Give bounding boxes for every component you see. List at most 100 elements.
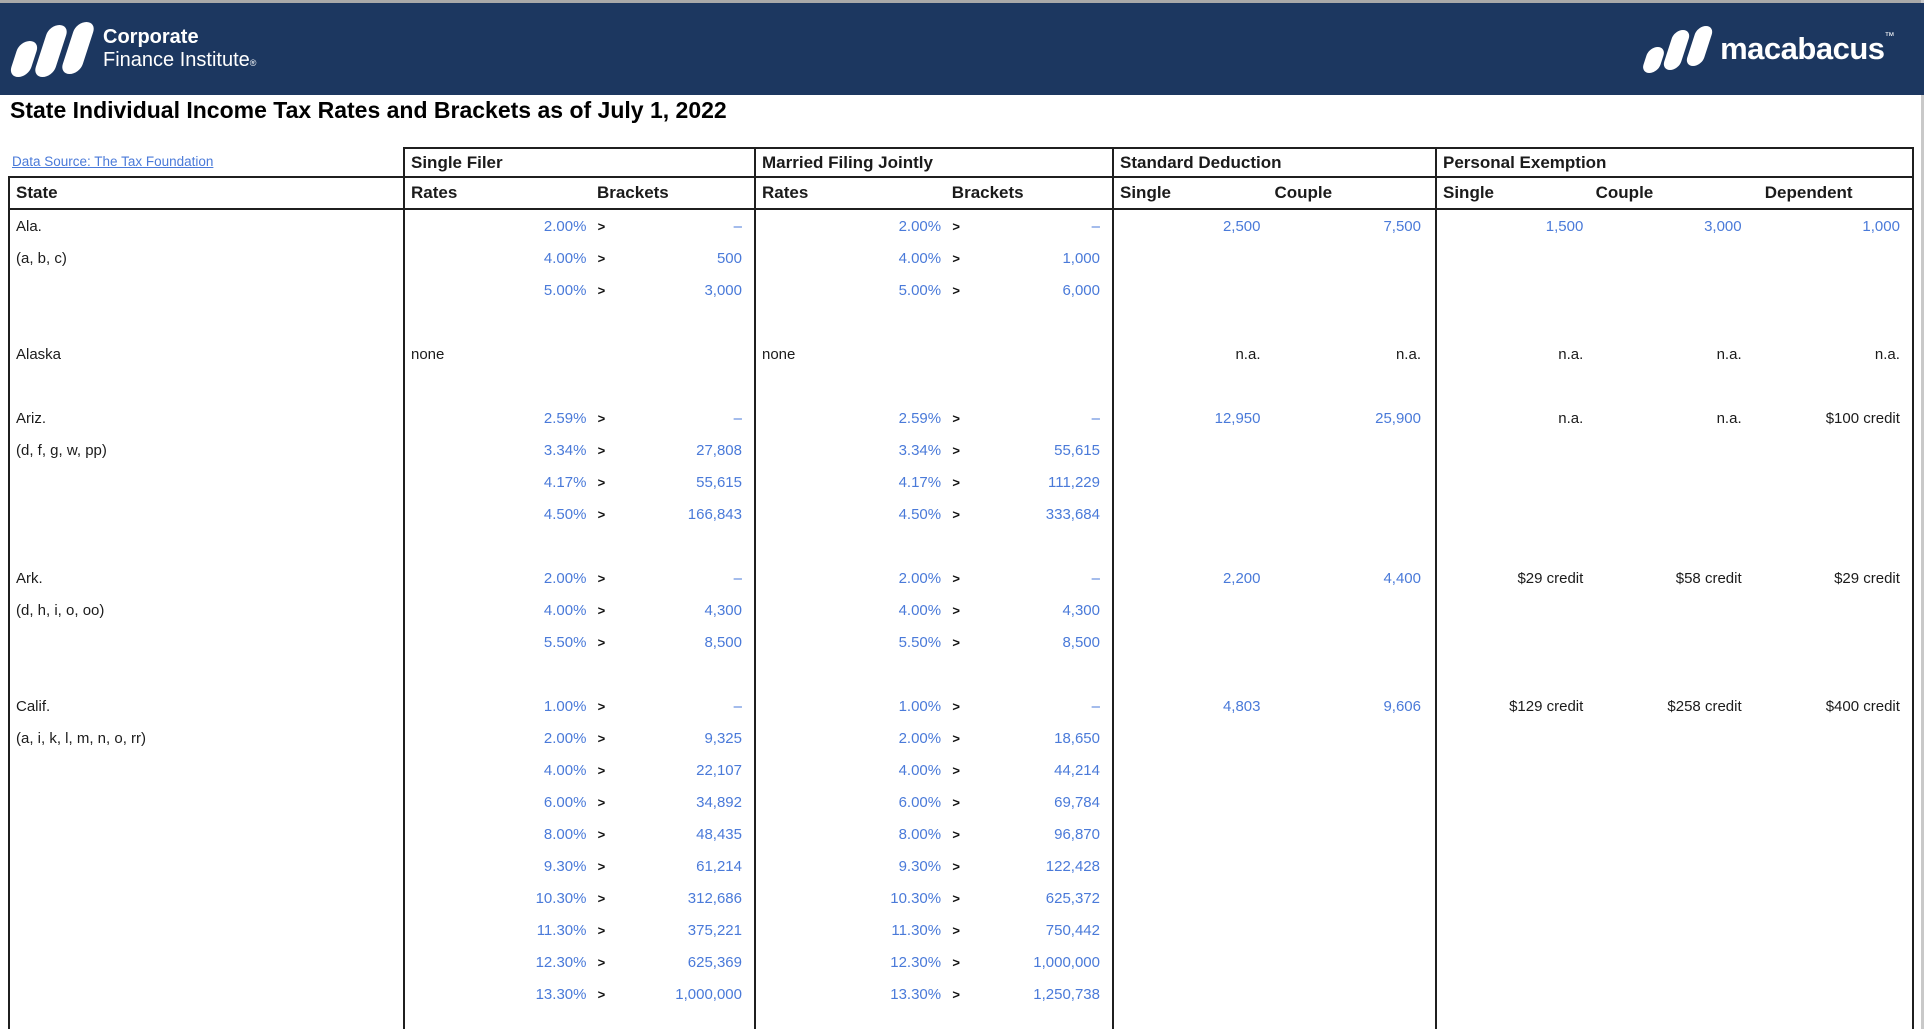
pers-exemption-line	[1437, 722, 1912, 754]
state-cell	[10, 882, 403, 914]
rate-cell: 6.00%	[756, 794, 941, 811]
tax-bracket-line	[405, 370, 754, 402]
pers-exemption-line	[1437, 530, 1912, 562]
state-cell: (a, i, k, l, m, n, o, rr)	[10, 722, 403, 754]
cfi-logo-line1: Corporate	[103, 26, 256, 49]
macabacus-logo: macabacus™	[1645, 26, 1894, 73]
bracket-cell: 22,107	[616, 762, 754, 779]
rate-cell: 12.30%	[405, 954, 586, 971]
rate-cell: 11.30%	[405, 922, 586, 939]
bracket-cell: 1,000,000	[971, 954, 1112, 971]
pers-exemption-line	[1437, 658, 1912, 690]
bracket-cell: 27,808	[616, 442, 754, 459]
bracket-cell: 69,784	[971, 794, 1112, 811]
section-header-standard-deduction: Standard Deduction	[1112, 147, 1435, 176]
state-cell	[10, 658, 403, 690]
trademark-mark: ™	[1885, 31, 1895, 42]
chevron-icon: >	[941, 699, 971, 714]
state-cell	[10, 754, 403, 786]
pers-exemption-line	[1437, 370, 1912, 402]
section-header-single-filer: Single Filer	[403, 147, 754, 176]
bracket-cell: –	[616, 698, 754, 715]
chevron-icon: >	[586, 699, 616, 714]
pers-exemption-line: n.a.n.a.n.a.	[1437, 338, 1912, 370]
state-cell	[10, 530, 403, 562]
chevron-icon: >	[586, 923, 616, 938]
rate-cell: 2.59%	[405, 410, 586, 427]
rate-cell: 4.17%	[756, 474, 941, 491]
tax-bracket-line: 4.00%>4,300	[405, 594, 754, 626]
pers-exemption-line	[1437, 914, 1912, 946]
column-headers-married: Rates Brackets	[754, 178, 1112, 208]
bracket-cell: –	[971, 570, 1112, 587]
tax-bracket-line: 9.30%>61,214	[405, 850, 754, 882]
bracket-cell: 18,650	[971, 730, 1112, 747]
std-deduction-line	[1114, 274, 1435, 306]
chevron-icon: >	[586, 795, 616, 810]
rate-cell: 12.30%	[756, 954, 941, 971]
tax-bracket-line: 1.00%>–	[756, 690, 1112, 722]
std-couple-cell: 9,606	[1275, 698, 1436, 715]
tax-bracket-line	[756, 658, 1112, 690]
no-tax-label: none	[405, 346, 444, 363]
tax-bracket-line: 5.00%>6,000	[756, 274, 1112, 306]
bracket-cell: 122,428	[971, 858, 1112, 875]
bracket-cell: 625,372	[971, 890, 1112, 907]
tax-bracket-line: 4.00%>4,300	[756, 594, 1112, 626]
tax-bracket-line: 6.00%>34,892	[405, 786, 754, 818]
pers-exemption-line: $129 credit$258 credit$400 credit	[1437, 690, 1912, 722]
state-cell	[10, 914, 403, 946]
chevron-icon: >	[586, 475, 616, 490]
state-cell	[10, 466, 403, 498]
bracket-cell: 4,300	[616, 602, 754, 619]
rate-cell: 2.00%	[756, 218, 941, 235]
chevron-icon: >	[586, 411, 616, 426]
rate-cell: 5.00%	[756, 282, 941, 299]
tax-bracket-line: 2.00%>–	[756, 562, 1112, 594]
tax-bracket-line: 4.00%>22,107	[405, 754, 754, 786]
rate-cell: 8.00%	[405, 826, 586, 843]
rate-cell: 2.00%	[405, 570, 586, 587]
state-cell	[10, 786, 403, 818]
cfi-logo-line2: Finance Institute	[103, 49, 250, 71]
tax-bracket-line: 4.00%>500	[405, 242, 754, 274]
rate-cell: 4.00%	[756, 250, 941, 267]
chevron-icon: >	[941, 635, 971, 650]
bracket-cell: 6,000	[971, 282, 1112, 299]
std-deduction-line	[1114, 626, 1435, 658]
std-couple-cell: 25,900	[1275, 410, 1436, 427]
pers-exemption-line	[1437, 818, 1912, 850]
bracket-cell: 1,250,738	[971, 986, 1112, 1003]
chevron-icon: >	[941, 763, 971, 778]
state-label: Ariz.	[10, 410, 46, 427]
data-source-link[interactable]: Data Source: The Tax Foundation	[12, 154, 213, 169]
tax-bracket-line: 4.17%>111,229	[756, 466, 1112, 498]
bracket-cell: 44,214	[971, 762, 1112, 779]
column-header-dependent: Dependent	[1765, 183, 1853, 203]
tax-bracket-line: 12.30%>625,369	[405, 946, 754, 978]
tax-bracket-line: 2.00%>–	[405, 562, 754, 594]
rate-cell: 13.30%	[756, 986, 941, 1003]
chevron-icon: >	[586, 955, 616, 970]
tax-bracket-line: 5.50%>8,500	[405, 626, 754, 658]
chevron-icon: >	[586, 731, 616, 746]
column-header-brackets: Brackets	[597, 183, 669, 203]
state-cell: (d, h, i, o, oo)	[10, 594, 403, 626]
tax-bracket-line: 4.50%>333,684	[756, 498, 1112, 530]
pe-couple-cell: $58 credit	[1595, 570, 1753, 587]
rate-cell: 2.00%	[405, 730, 586, 747]
tax-bracket-line: 5.50%>8,500	[756, 626, 1112, 658]
section-header-married-filing-jointly: Married Filing Jointly	[754, 147, 1112, 176]
tax-bracket-line: 8.00%>48,435	[405, 818, 754, 850]
registered-mark: ®	[250, 58, 257, 68]
state-notes: (d, h, i, o, oo)	[10, 602, 104, 619]
bracket-cell: 750,442	[971, 922, 1112, 939]
tax-bracket-line: none	[756, 338, 1112, 370]
rate-cell: 4.00%	[756, 602, 941, 619]
rate-cell: 9.30%	[405, 858, 586, 875]
rate-cell: 9.30%	[756, 858, 941, 875]
rate-cell: 2.59%	[756, 410, 941, 427]
tax-bracket-line: 4.17%>55,615	[405, 466, 754, 498]
pe-single-cell: $29 credit	[1437, 570, 1595, 587]
chevron-icon: >	[941, 475, 971, 490]
